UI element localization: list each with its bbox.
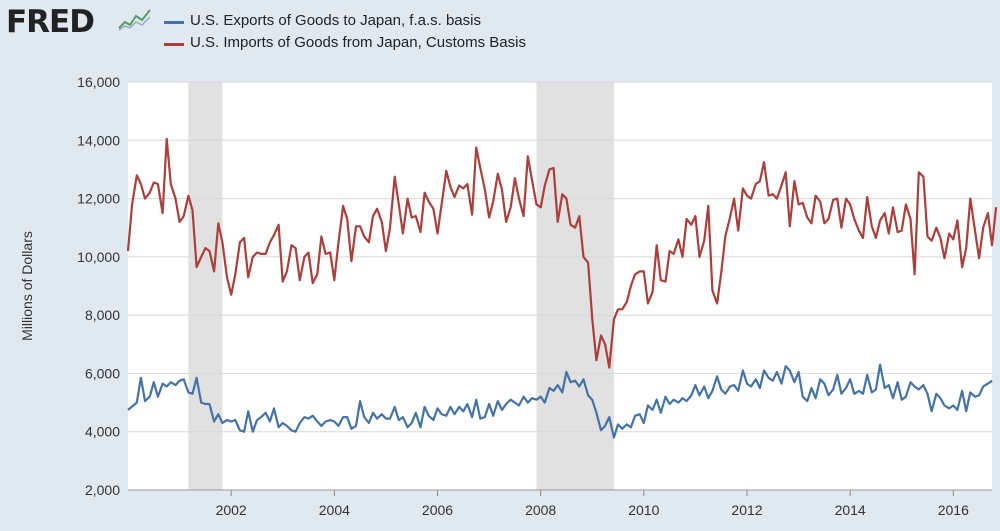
- legend-swatch-exports: [164, 21, 184, 24]
- legend-swatch-imports: [164, 43, 184, 46]
- x-tick-label-2016: 2016: [938, 502, 969, 518]
- y-tick-label-10000: 10,000: [77, 249, 120, 265]
- y-tick-label-16000: 16,000: [77, 74, 120, 90]
- x-tick-label-2014: 2014: [835, 502, 866, 518]
- y-tick-label-8000: 8,000: [85, 307, 120, 323]
- y-tick-label-14000: 14,000: [77, 132, 120, 148]
- legend-label-exports: U.S. Exports of Goods to Japan, f.a.s. b…: [190, 12, 481, 29]
- y-axis-label: Millions of Dollars: [19, 231, 35, 341]
- fred-logo[interactable]: FRED: [6, 4, 95, 40]
- recession-bands: [188, 82, 614, 490]
- y-tick-label-6000: 6,000: [85, 365, 120, 381]
- chart-line-icon: [118, 7, 152, 31]
- x-tick-label-2004: 2004: [319, 502, 350, 518]
- recession-band-0: [188, 82, 223, 490]
- chart-header: FRED U.S. Exports of Goods to Japan, f.a…: [0, 0, 1000, 60]
- axes: 2,000 4,000 6,000 8,000 10,000 12,000 14,000 16…: [77, 74, 992, 518]
- y-tick-label-2000: 2,000: [85, 482, 120, 498]
- x-tick-label-2010: 2010: [628, 502, 659, 518]
- x-tick-label-2008: 2008: [525, 502, 556, 518]
- x-tick-label-2012: 2012: [731, 502, 762, 518]
- recession-band-1: [536, 82, 614, 490]
- imports-series-line: [126, 137, 998, 369]
- series-lines: [126, 137, 998, 439]
- legend-label-imports: U.S. Imports of Goods from Japan, Custom…: [190, 34, 526, 51]
- exports-series-line: [127, 363, 993, 439]
- x-tick-label-2002: 2002: [216, 502, 247, 518]
- y-tick-label-12000: 12,000: [77, 191, 120, 207]
- y-tick-label-4000: 4,000: [85, 424, 120, 440]
- x-tick-label-2006: 2006: [422, 502, 453, 518]
